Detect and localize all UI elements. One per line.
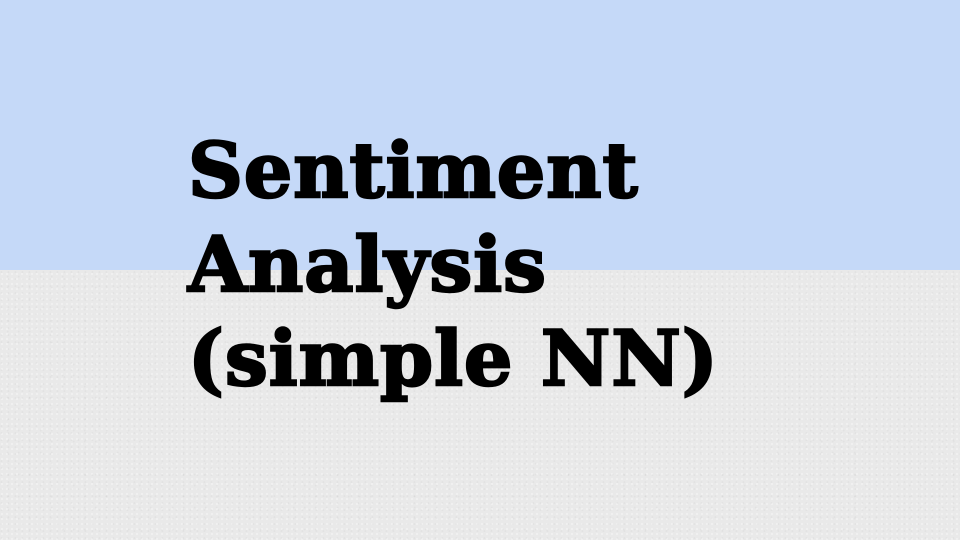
- title-line-1: Sentiment: [187, 125, 639, 217]
- title-line-2: Analysis: [187, 219, 547, 311]
- title-line-3: (simple NN): [187, 313, 719, 405]
- top-color-band: [0, 0, 960, 270]
- bottom-paper-band: [0, 270, 960, 540]
- slide-title: Sentiment Analysis (simple NN): [187, 124, 719, 406]
